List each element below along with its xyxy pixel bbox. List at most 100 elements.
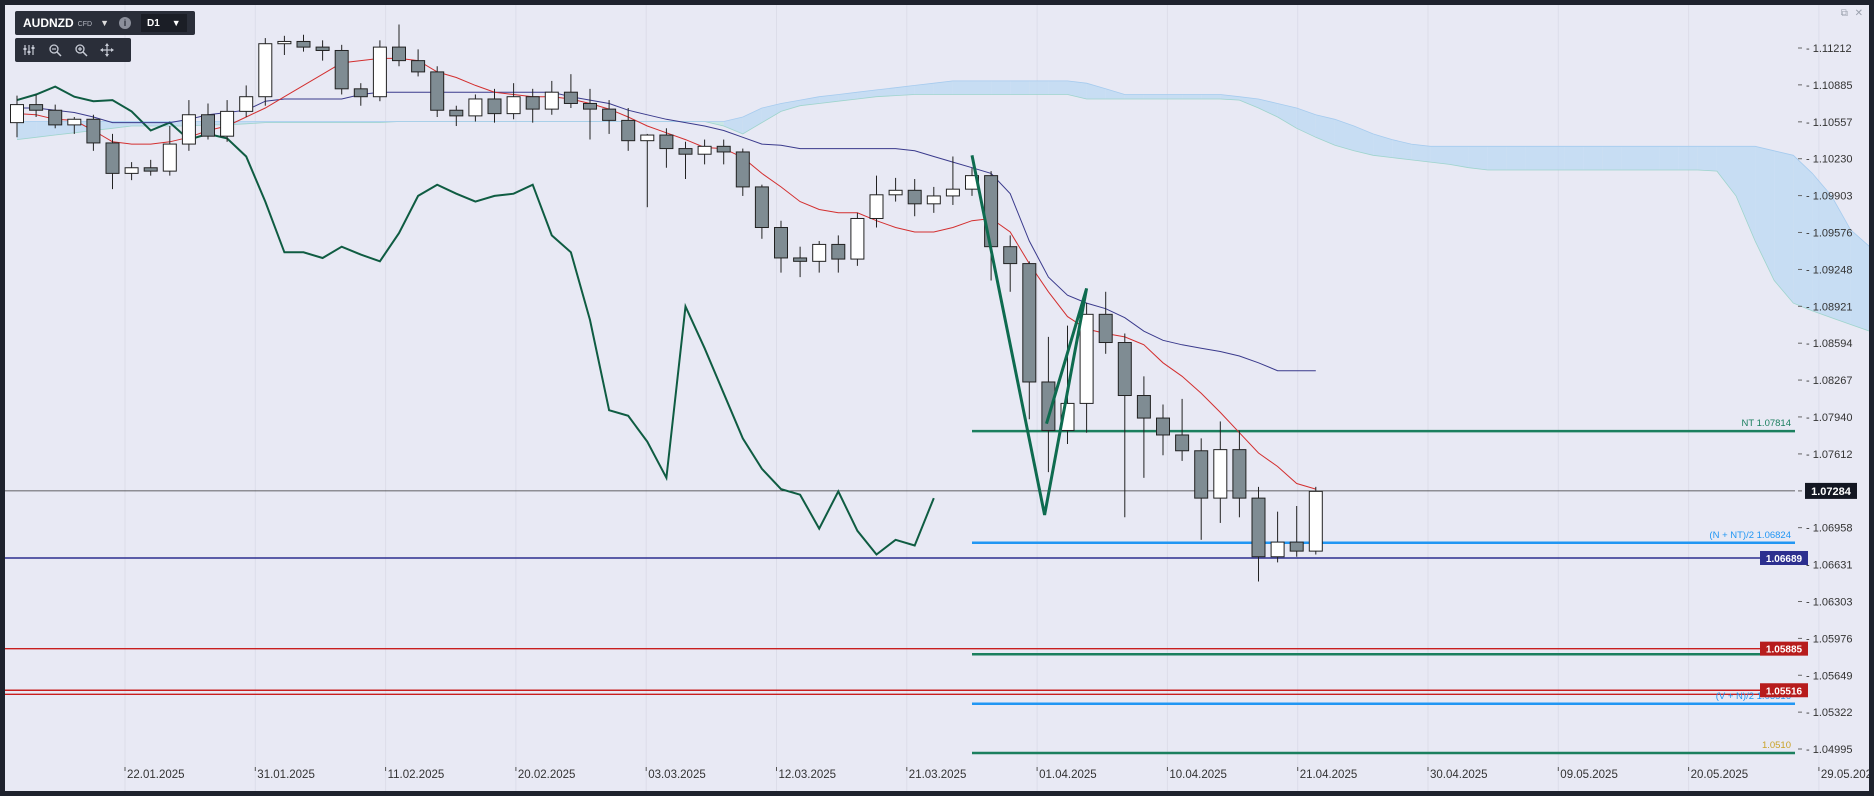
y-tick-label: - 1.10230 — [1806, 154, 1852, 166]
kumo-segment — [857, 89, 877, 99]
candle — [1022, 261, 1037, 420]
kumo-segment — [1029, 80, 1049, 95]
kumo-segment — [1201, 94, 1221, 99]
y-tick-label: - 1.09576 — [1806, 227, 1852, 239]
candles — [10, 24, 1323, 582]
projection-level-label: NT 1.07814 — [1742, 418, 1791, 429]
kumo-segment — [1640, 146, 1660, 171]
kumo-segment — [895, 85, 915, 96]
price-chart[interactable]: NT 1.07814 (N + NT)/2 1.06824 (V + N)/2 1.… — [5, 5, 1869, 791]
candle-body — [1003, 246, 1018, 265]
candle — [392, 24, 406, 67]
zoom-out-icon[interactable] — [43, 38, 67, 62]
candle — [1117, 333, 1132, 518]
symbol-name[interactable]: AUDNZD — [23, 16, 74, 30]
candle-body — [812, 243, 827, 262]
x-tick-label: 11.02.2025 — [388, 769, 445, 781]
x-tick-label: 29.05.2025 — [1821, 769, 1869, 781]
chart-toolbar: AUDNZD CFD ▼ i D1 ▼ — [15, 11, 195, 62]
chart-settings-icon[interactable] — [17, 38, 41, 62]
candle — [1136, 376, 1151, 478]
candle-body — [659, 134, 674, 150]
kumo-segment — [723, 117, 743, 134]
kumo-segment — [1010, 80, 1030, 95]
candle — [774, 220, 788, 273]
x-tick-label: 20.02.2025 — [518, 769, 576, 781]
x-tick-label: 03.03.2025 — [648, 769, 706, 781]
senkou-span-b-line — [17, 80, 1869, 247]
candle-body — [277, 40, 292, 45]
wave-pattern-line — [970, 155, 1089, 516]
symbol-bar[interactable]: AUDNZD CFD ▼ i D1 ▼ — [15, 11, 195, 35]
y-axis: - 1.11212 - 1.10885 - 1.10557 - 1.10230 - 1.… — [1760, 43, 1857, 756]
kumo-segment — [1373, 133, 1393, 158]
kumo-segment — [972, 80, 992, 95]
candle-body — [621, 119, 636, 142]
price-badge — [1760, 550, 1808, 565]
restore-icon[interactable]: ⧉ — [1840, 8, 1848, 19]
candle-body — [315, 46, 330, 51]
kumo-segment — [1755, 146, 1775, 281]
candle — [754, 184, 769, 239]
candle — [678, 141, 693, 180]
kumo-segment — [1239, 96, 1259, 108]
candle — [563, 74, 578, 108]
candle — [716, 139, 731, 165]
candle-body — [1270, 541, 1285, 558]
kumo-segment — [1315, 114, 1335, 146]
candle-body — [10, 104, 24, 124]
candle-body — [945, 188, 960, 197]
candle — [1194, 438, 1209, 540]
candle-body — [888, 189, 903, 196]
candle-body — [468, 98, 483, 117]
kumo-segment — [36, 121, 56, 138]
candle — [334, 44, 349, 95]
candle — [831, 235, 846, 273]
kumo-segment — [1678, 146, 1698, 171]
candle — [67, 117, 82, 134]
candle-body — [984, 175, 999, 248]
info-icon[interactable]: i — [118, 17, 131, 29]
zoom-in-icon[interactable] — [69, 38, 93, 62]
candle — [48, 104, 63, 129]
crosshair-icon[interactable] — [95, 38, 119, 62]
candle — [659, 128, 674, 168]
kumo-segment — [1583, 146, 1603, 171]
price-badge-label: 1.06689 — [1766, 554, 1803, 565]
candle-body — [296, 40, 311, 48]
candle — [1079, 303, 1094, 433]
x-tick-label: 21.04.2025 — [1300, 769, 1358, 781]
kumo-segment — [1716, 146, 1736, 196]
candle — [926, 186, 941, 213]
chart-window[interactable]: NT 1.07814 (N + NT)/2 1.06824 (V + N)/2 1.… — [5, 5, 1869, 791]
candle-body — [124, 167, 139, 174]
candle — [1041, 336, 1056, 473]
kumo-segment — [1545, 146, 1565, 171]
senkou-span-a-line — [16, 94, 1869, 332]
kumo-segment — [952, 80, 972, 95]
candle-body — [48, 109, 63, 126]
kumo-segment — [933, 80, 953, 95]
candle-body — [1213, 449, 1228, 499]
y-tick-label: - 1.06303 — [1806, 597, 1852, 609]
chevron-down-icon[interactable]: ▼ — [100, 18, 109, 28]
candle — [1308, 486, 1323, 555]
candle-body — [506, 96, 521, 115]
candle — [181, 100, 196, 151]
candle — [449, 105, 464, 127]
candle — [29, 94, 44, 118]
timeframe-value: D1 — [146, 17, 160, 29]
chevron-down-icon[interactable]: ▼ — [171, 18, 181, 28]
kumo-segment — [1411, 144, 1431, 163]
candle-body — [678, 148, 693, 155]
candle-body — [1308, 490, 1323, 552]
timeframe-select[interactable]: D1 ▼ — [140, 14, 187, 32]
kumo-segment — [742, 107, 762, 134]
candle — [1156, 404, 1170, 456]
candle-body — [583, 102, 597, 110]
close-icon[interactable]: ✕ — [1854, 8, 1863, 19]
current-price-badge-label: 1.07284 — [1811, 486, 1852, 498]
candle — [888, 177, 903, 202]
kumo-segment — [1430, 146, 1450, 165]
kumo-segment — [1831, 195, 1851, 325]
